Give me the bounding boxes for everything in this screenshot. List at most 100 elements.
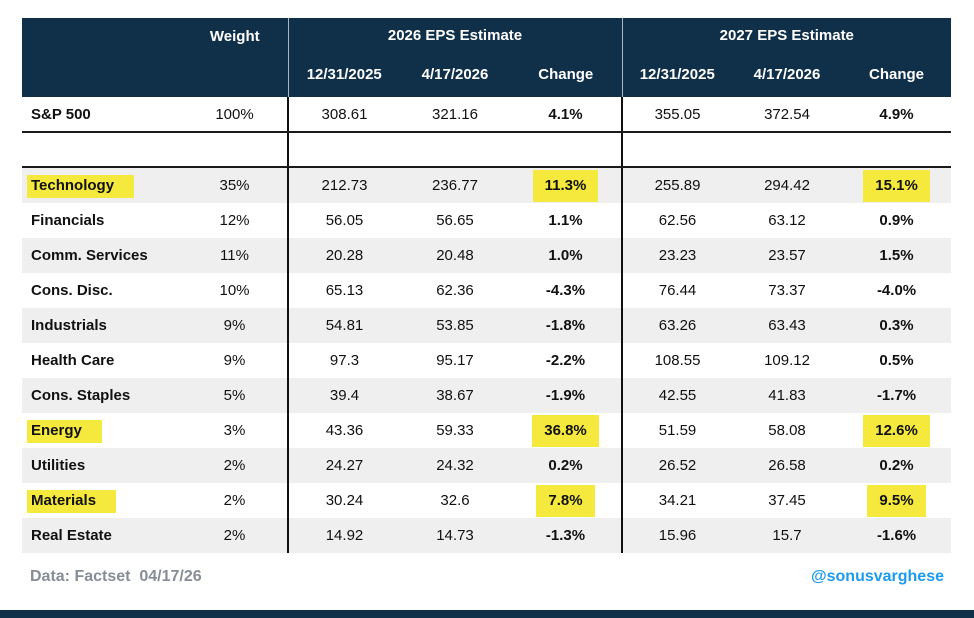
estimate-cell: 255.89: [621, 167, 733, 203]
estimate-cell: 23.23: [621, 238, 733, 273]
estimate-cell: 24.27: [287, 448, 400, 483]
sector-name-label: Materials: [27, 490, 117, 513]
estimate-cell: 59.33: [436, 422, 474, 439]
table-row: Cons. Staples 5% 39.4 38.67 -1.9% 42.55 41.83 -…: [22, 378, 952, 413]
change-cell: 0.9%: [879, 212, 914, 229]
table-row: Comm. Services 11% 20.28 20.48 1.0% 23.23 23.5…: [22, 238, 952, 273]
weight-cell: 2%: [223, 492, 246, 509]
estimate-cell: 294.42: [764, 177, 810, 194]
col-header-2027-start: 12/31/2025: [621, 52, 733, 97]
estimate-cell: 62.36: [436, 282, 474, 299]
weight-cell: 9%: [223, 352, 246, 369]
row-sp500: S&P 500 100% 308.61 321.16 4.1% 355.05 3…: [22, 97, 952, 133]
highlighted-change-value: 15.1%: [863, 169, 930, 202]
estimate-cell: 41.83: [768, 387, 806, 404]
sector-name-cell: Technology: [22, 167, 182, 203]
estimate-cell: 26.52: [621, 448, 733, 483]
estimate-cell: 76.44: [621, 273, 733, 308]
estimate-cell: 53.85: [436, 317, 474, 334]
sector-name-cell: Industrials: [22, 308, 182, 343]
group-header-row: Weight 2026 EPS Estimate 2027 EPS Estima…: [22, 18, 952, 97]
estimate-cell: 37.45: [768, 492, 806, 509]
change-cell: -1.3%: [545, 527, 586, 544]
index-name-cell: S&P 500: [22, 97, 182, 133]
highlighted-change-value: 7.8%: [536, 484, 595, 517]
col-header-2026-current: 4/17/2026: [400, 52, 510, 97]
twitter-handle-link[interactable]: @sonusvarghese: [811, 568, 944, 585]
sector-name-label: Utilities: [31, 457, 86, 474]
change-cell: 36.8%: [510, 413, 622, 448]
estimate-cell: 308.61: [287, 97, 400, 133]
col-header-2026-start: 12/31/2025: [287, 52, 400, 97]
weight-cell: 10%: [219, 282, 250, 299]
estimate-cell: 109.12: [764, 352, 810, 369]
estimate-cell: 63.12: [768, 212, 806, 229]
estimate-cell: 32.6: [440, 492, 470, 509]
change-cell: 11.3%: [510, 167, 622, 203]
bottom-border-bar: [0, 610, 974, 618]
estimate-cell: 73.37: [768, 282, 806, 299]
sector-name-label: Financials: [31, 212, 105, 229]
sector-name-cell: Materials: [22, 483, 182, 518]
change-cell: 7.8%: [510, 483, 622, 518]
estimate-cell: 56.05: [287, 203, 400, 238]
table-row: Utilities 2% 24.27 24.32 0.2% 26.52 26.58 0.2%: [22, 448, 952, 483]
col-header-2026-change: Change: [510, 52, 623, 97]
sector-name-cell: Comm. Services: [22, 238, 182, 273]
estimate-cell: 108.55: [621, 343, 733, 378]
sub-header-row: 12/31/2025 4/17/2026 Change 12/31/2025 4…: [22, 52, 952, 97]
highlighted-change-value: 12.6%: [863, 414, 930, 447]
change-cell: 15.1%: [842, 167, 951, 203]
corner-cell: [22, 18, 182, 97]
estimate-cell: 97.3: [287, 343, 400, 378]
estimate-cell: 34.21: [621, 483, 733, 518]
estimate-cell: 236.77: [432, 177, 478, 194]
estimate-cell: 15.96: [621, 518, 733, 553]
sector-name-label: Technology: [27, 175, 135, 198]
estimate-cell: 63.26: [621, 308, 733, 343]
change-cell: 4.9%: [842, 97, 952, 133]
change-cell: 0.3%: [879, 317, 914, 334]
estimate-cell: 24.32: [436, 457, 474, 474]
col-header-2027-current: 4/17/2026: [732, 52, 843, 97]
estimate-cell: 43.36: [287, 413, 400, 448]
weight-cell: 11%: [220, 247, 249, 264]
change-cell: -4.3%: [545, 282, 586, 299]
table-header: Weight 2026 EPS Estimate 2027 EPS Estima…: [22, 18, 952, 97]
table-row: Energy 3% 43.36 59.33 36.8% 51.59 58.08 12.6%: [22, 413, 951, 448]
estimate-cell: 95.17: [436, 352, 474, 369]
estimate-cell: 62.56: [621, 203, 733, 238]
sector-name-label: Energy: [27, 420, 102, 443]
weight-cell: 5%: [223, 387, 246, 404]
group-header-2027: 2027 EPS Estimate: [621, 18, 952, 52]
table-row: Real Estate 2% 14.92 14.73 -1.3% 15.96 15.7 -1.…: [22, 518, 952, 553]
sector-name-label: Industrials: [31, 317, 107, 334]
spacer-cell: [286, 132, 623, 168]
change-cell: 1.0%: [548, 247, 583, 264]
estimate-cell: 212.73: [287, 167, 400, 203]
estimate-cell: 14.73: [436, 527, 474, 544]
highlighted-change-value: 36.8%: [532, 414, 599, 447]
footer: Data: Factset 04/17/26 @sonusvarghese: [30, 568, 944, 586]
estimate-cell: 321.16: [400, 97, 510, 133]
estimate-cell: 26.58: [768, 457, 806, 474]
change-cell: 12.6%: [842, 413, 951, 448]
change-cell: 4.1%: [510, 97, 623, 133]
spacer-cell: [621, 132, 952, 168]
change-cell: -1.9%: [545, 387, 586, 404]
table-row: Cons. Disc. 10% 65.13 62.36 -4.3% 76.44 73.37 -…: [22, 273, 951, 308]
estimate-cell: 20.48: [436, 247, 474, 264]
group-header-2026: 2026 EPS Estimate: [287, 18, 623, 52]
table-row: Industrials 9% 54.81 53.85 -1.8% 63.26 63.43 0.…: [22, 308, 952, 343]
sector-name-label: Comm. Services: [31, 247, 148, 264]
highlighted-change-value: 9.5%: [867, 484, 926, 517]
change-cell: 0.5%: [879, 352, 914, 369]
sector-name-label: Health Care: [31, 352, 115, 369]
weight-cell: 2%: [223, 457, 246, 474]
estimate-cell: 15.7: [772, 527, 802, 544]
estimate-cell: 42.55: [621, 378, 733, 413]
weight-cell: 3%: [223, 422, 246, 439]
sector-name-cell: Cons. Staples: [22, 378, 182, 413]
estimate-cell: 14.92: [287, 518, 400, 553]
estimate-cell: 63.43: [768, 317, 806, 334]
